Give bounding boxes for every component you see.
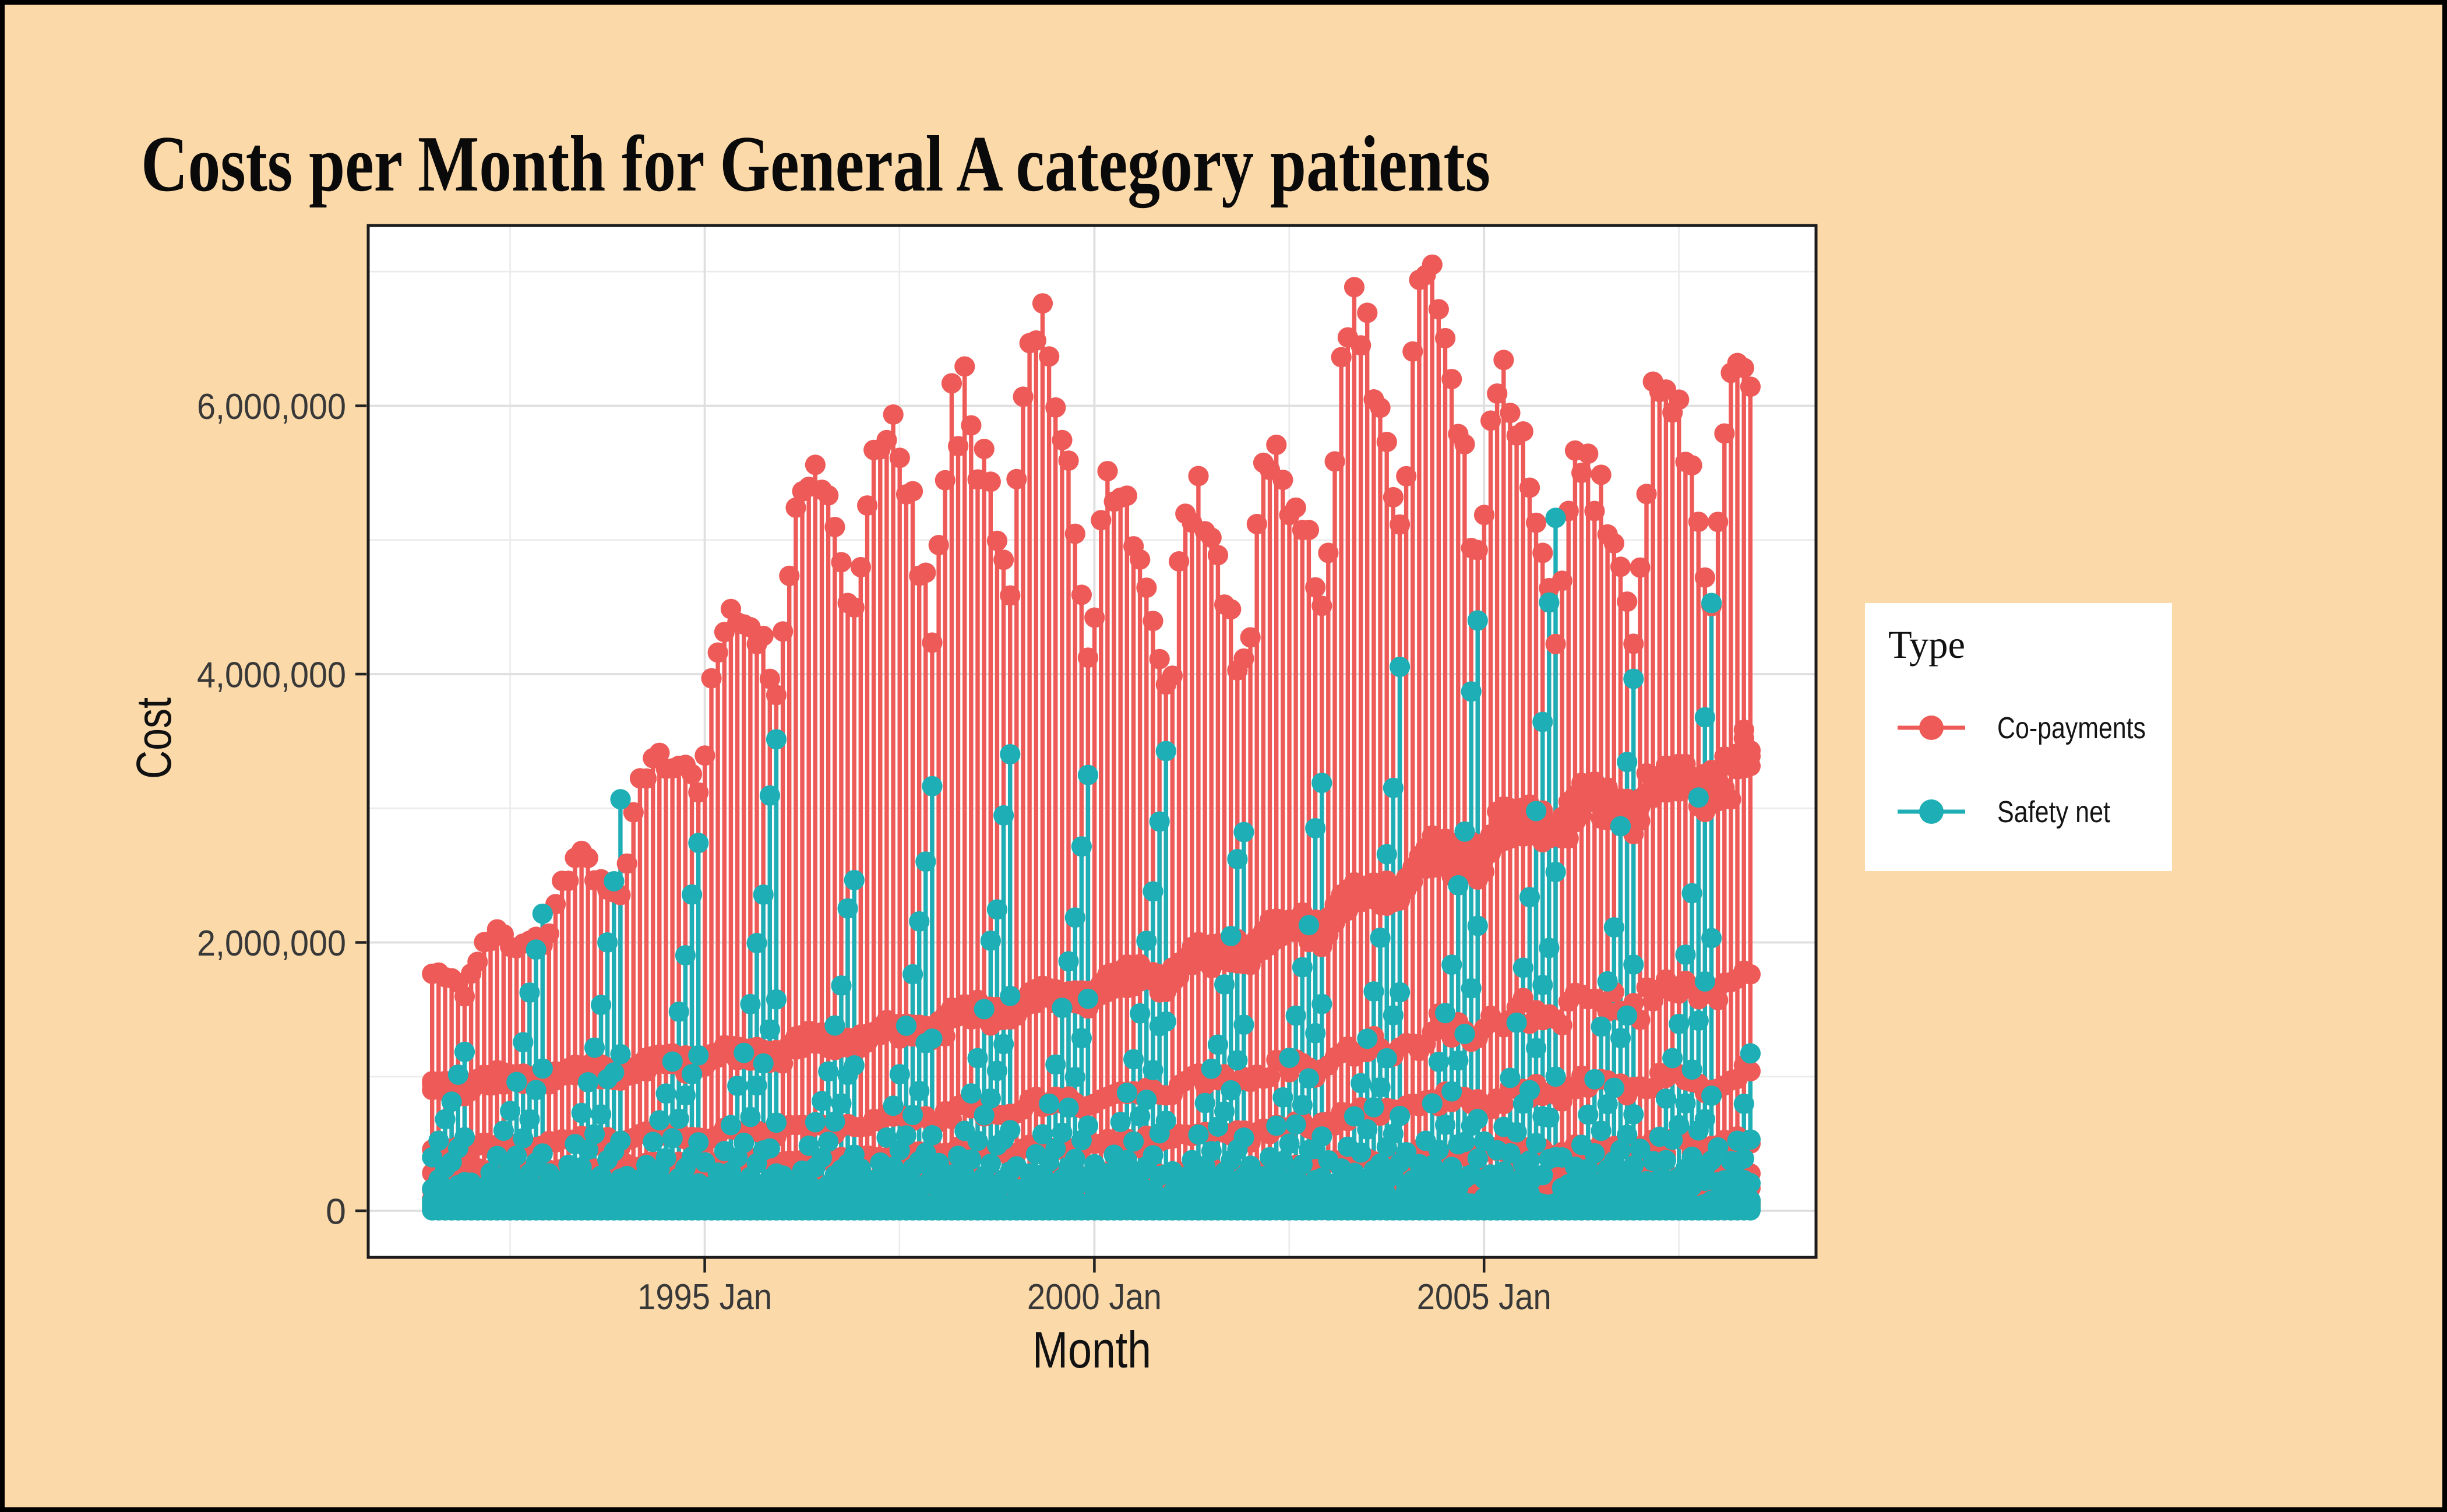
svg-text:Type: Type xyxy=(1888,622,1965,667)
svg-text:Co-payments: Co-payments xyxy=(1997,711,2146,745)
svg-text:Safety net: Safety net xyxy=(1997,795,2110,829)
svg-text:0: 0 xyxy=(326,1192,346,1232)
svg-text:6,000,000: 6,000,000 xyxy=(197,387,346,427)
svg-text:1995 Jan: 1995 Jan xyxy=(637,1277,772,1317)
svg-text:2,000,000: 2,000,000 xyxy=(197,924,346,964)
svg-text:4,000,000: 4,000,000 xyxy=(197,655,346,696)
svg-text:Month: Month xyxy=(1032,1321,1151,1379)
svg-text:2000 Jan: 2000 Jan xyxy=(1027,1277,1162,1317)
svg-text:2005 Jan: 2005 Jan xyxy=(1417,1277,1552,1317)
svg-text:Cost: Cost xyxy=(126,697,181,779)
svg-text:Costs per Month for General A: Costs per Month for General A category p… xyxy=(141,119,1490,208)
